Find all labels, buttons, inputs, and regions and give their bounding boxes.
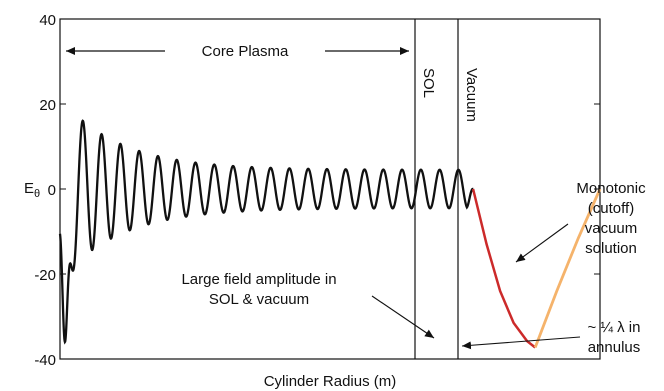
core-plasma-curve bbox=[58, 119, 474, 345]
large-field-arrow bbox=[371, 295, 435, 339]
plot-frame bbox=[59, 18, 601, 360]
y-tick-label: 40 bbox=[39, 12, 56, 29]
sol-region-label: SOL bbox=[420, 68, 437, 98]
y-ticks: -40 -20 0 20 40 bbox=[34, 12, 600, 369]
monotonic-annotation-line3: vacuum bbox=[585, 220, 638, 237]
sol-curve bbox=[471, 188, 536, 349]
y-tick-label: -40 bbox=[34, 352, 56, 369]
monotonic-annotation-line4: solution bbox=[585, 240, 637, 257]
y-axis-label-main: E bbox=[24, 180, 34, 197]
monotonic-annotation-line1: Monotonic bbox=[576, 180, 646, 197]
large-field-annotation-line1: Large field amplitude in bbox=[181, 271, 336, 288]
y-tick-label: 20 bbox=[39, 97, 56, 114]
quarter-wave-annotation-line1: ~ ¼ λ in bbox=[588, 319, 641, 336]
vacuum-region-label: Vacuum bbox=[463, 68, 480, 122]
y-tick-label: 0 bbox=[48, 182, 56, 199]
y-axis-label-sub: θ bbox=[34, 188, 40, 200]
y-tick-label: -20 bbox=[34, 267, 56, 284]
quarter-wave-arrow bbox=[461, 336, 581, 350]
x-axis-label: Cylinder Radius (m) bbox=[264, 373, 397, 390]
quarter-wave-annotation-line2: annulus bbox=[588, 339, 641, 356]
vacuum-curve bbox=[533, 188, 602, 349]
monotonic-annotation-line2: (cutoff) bbox=[588, 200, 634, 217]
y-axis-label: Eθ bbox=[24, 180, 40, 200]
core-plasma-label: Core Plasma bbox=[202, 43, 289, 60]
monotonic-arrow bbox=[515, 223, 569, 263]
large-field-annotation-line2: SOL & vacuum bbox=[209, 291, 309, 308]
